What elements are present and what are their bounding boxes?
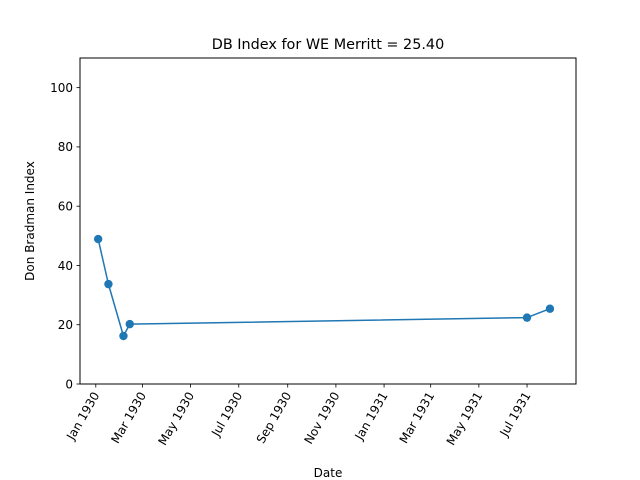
data-point [545, 304, 555, 313]
data-point [119, 331, 128, 341]
x-tick-label: Sep 1930 [254, 390, 295, 446]
y-axis-label: Don Bradman Index [23, 161, 37, 281]
plot-frame [79, 57, 577, 385]
y-tick-label: 80 [58, 140, 73, 154]
y-tick-label: 60 [58, 199, 73, 213]
x-tick-label: Jan 1930 [63, 390, 102, 444]
y-tick-label: 100 [50, 81, 73, 95]
x-tick-label: Nov 1930 [301, 390, 342, 447]
x-tick-label: Mar 1931 [397, 390, 438, 446]
data-point [522, 313, 532, 322]
x-axis-label: Date [314, 466, 343, 480]
x-tick-label: Mar 1930 [108, 390, 149, 446]
y-tick-label: 0 [65, 377, 73, 391]
chart-title: DB Index for WE Merritt = 25.40 [212, 37, 445, 53]
data-point [125, 319, 134, 329]
series-line [97, 238, 551, 337]
x-tick-label: Jul 1930 [208, 390, 245, 440]
x-tick-label: Jan 1931 [352, 390, 391, 444]
plot-layer [93, 234, 555, 341]
x-tick-label: May 1930 [155, 390, 197, 448]
y-axis: 0 20 40 60 80 100 [50, 81, 80, 391]
y-tick-label: 40 [58, 259, 73, 273]
x-tick-label: May 1931 [444, 390, 486, 448]
x-tick-label: Jul 1931 [497, 390, 534, 440]
x-axis: Jan 1930 Mar 1930 May 1930 Jul 1930 Sep 1930… [63, 384, 534, 448]
y-tick-label: 20 [58, 318, 73, 332]
data-point [104, 279, 113, 289]
data-point [93, 234, 103, 244]
